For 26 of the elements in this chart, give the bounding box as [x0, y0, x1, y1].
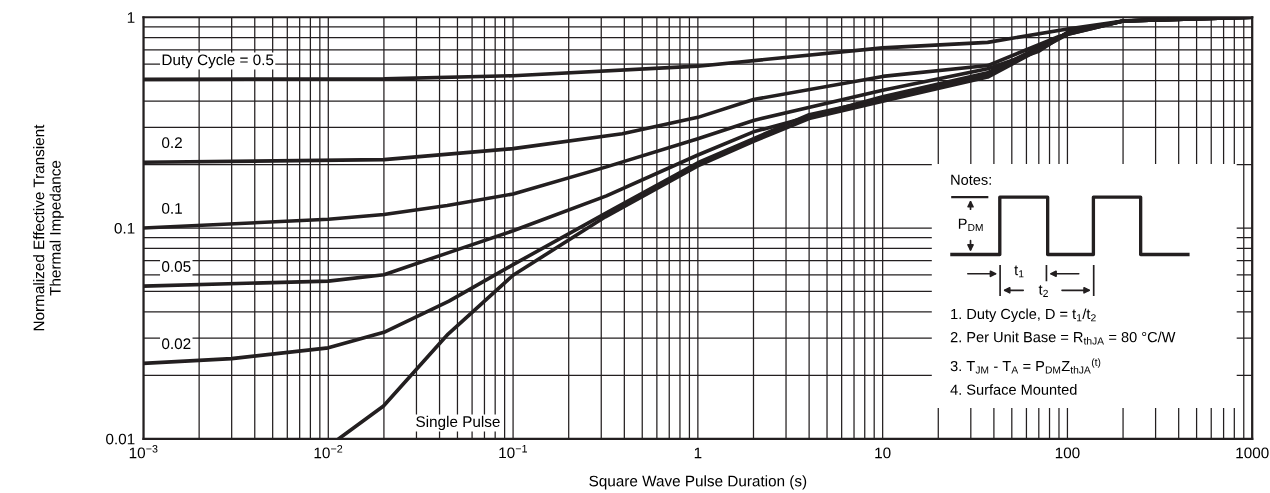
x-tick-label: 100 [1055, 447, 1080, 459]
series-label: 0.05 [162, 261, 191, 272]
series-label: 0.2 [162, 137, 182, 149]
annotation: t$_{2}$ [1038, 285, 1048, 297]
x-axis-title: Square Wave Pulse Duration (s) [589, 475, 807, 490]
annotation: t$_{1}$ [1014, 265, 1024, 278]
x-tick-label: 1000 [1236, 447, 1269, 459]
annotation: Notes: [951, 174, 991, 185]
x-tick-label: 10$^{−2}$ [314, 445, 343, 459]
series-label: Duty Cycle = 0.5 [162, 54, 274, 69]
series-label: 0.02 [162, 338, 191, 350]
y-tick-label: 1 [127, 12, 135, 23]
series-label: 0.1 [162, 202, 182, 214]
annotation: 2. Per Unit Base = R$_{thJA}$ = 80 °C/W [950, 331, 1176, 345]
x-tick-label: 10 [875, 447, 891, 459]
x-tick-label: 10$^{−3}$ [129, 445, 158, 459]
annotation: 4. Surface Mounted [950, 384, 1077, 395]
x-tick-label: 10$^{−1}$ [499, 445, 527, 459]
y-tick-label: 0.1 [114, 222, 135, 234]
annotation: P$_{DM}$ [958, 218, 983, 232]
y-axis-title: Normalized Effective Transient Thermal Impedance [33, 124, 64, 331]
x-tick-label: 1 [694, 447, 702, 459]
text: Single Pulse [416, 415, 500, 431]
text: 3. T$_{JM}$ - T$_{A}$ = P$_{DM}$Z$_{thJA}$$^{(t)}$ [950, 358, 1101, 374]
y-tick-label: 0.01 [106, 433, 135, 445]
annotation: 1. Duty Cycle, D = t$_{1}$/t$_{2}$ [951, 308, 1096, 322]
